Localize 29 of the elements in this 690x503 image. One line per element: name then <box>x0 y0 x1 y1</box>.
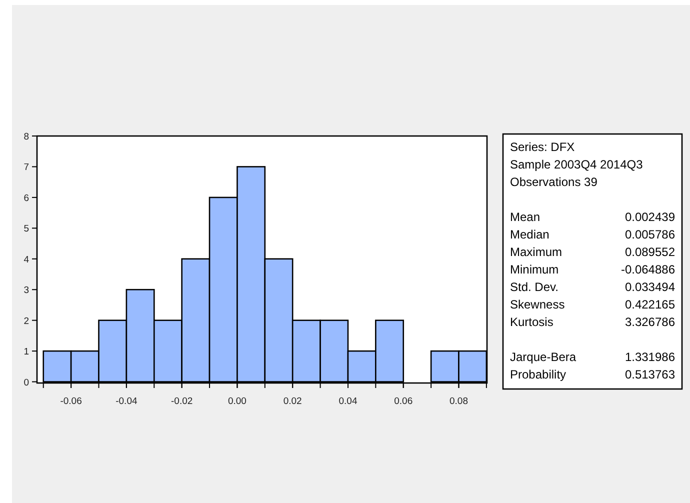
y-tick-label: 6 <box>24 192 29 204</box>
text: Maximum 0.089552 <box>510 245 675 259</box>
text: Mean 0.002439 <box>510 210 675 224</box>
y-tick-label: 5 <box>24 224 29 235</box>
text: Std. Dev. 0.033494 <box>510 280 675 294</box>
x-tick-label: 0.08 <box>450 396 468 407</box>
y-tick-label: 7 <box>24 162 29 174</box>
text: Observations 39 <box>510 175 598 189</box>
y-tick-label: 0 <box>24 377 29 388</box>
y-tick-label: 1 <box>24 346 29 358</box>
y-tick-label: 3 <box>24 285 29 296</box>
y-tick-label: 8 <box>24 132 29 142</box>
text: Kurtosis 3.326786 <box>510 315 675 329</box>
x-tick-label: 0.06 <box>394 396 413 407</box>
x-tick-label: 0.04 <box>338 396 358 407</box>
y-tick-label: 2 <box>24 316 29 327</box>
text: Median 0.005786 <box>510 228 675 242</box>
x-tick-label: -0.04 <box>116 396 138 407</box>
x-tick-label: -0.06 <box>60 396 82 407</box>
text: Minimum -0.064886 <box>510 262 675 276</box>
text: Series: DFX <box>510 140 575 154</box>
text: Probability 0.513763 <box>510 368 675 382</box>
x-tick-label: -0.02 <box>171 396 193 407</box>
y-tick-label: 4 <box>24 254 29 266</box>
x-tick-label: 0.00 <box>228 396 246 407</box>
x-tick-label: 0.02 <box>283 396 302 407</box>
text: Skewness 0.422165 <box>510 298 675 312</box>
text: Sample 2003Q4 2014Q3 <box>510 158 644 172</box>
text: Jarque-Bera 1.331986 <box>510 350 675 364</box>
